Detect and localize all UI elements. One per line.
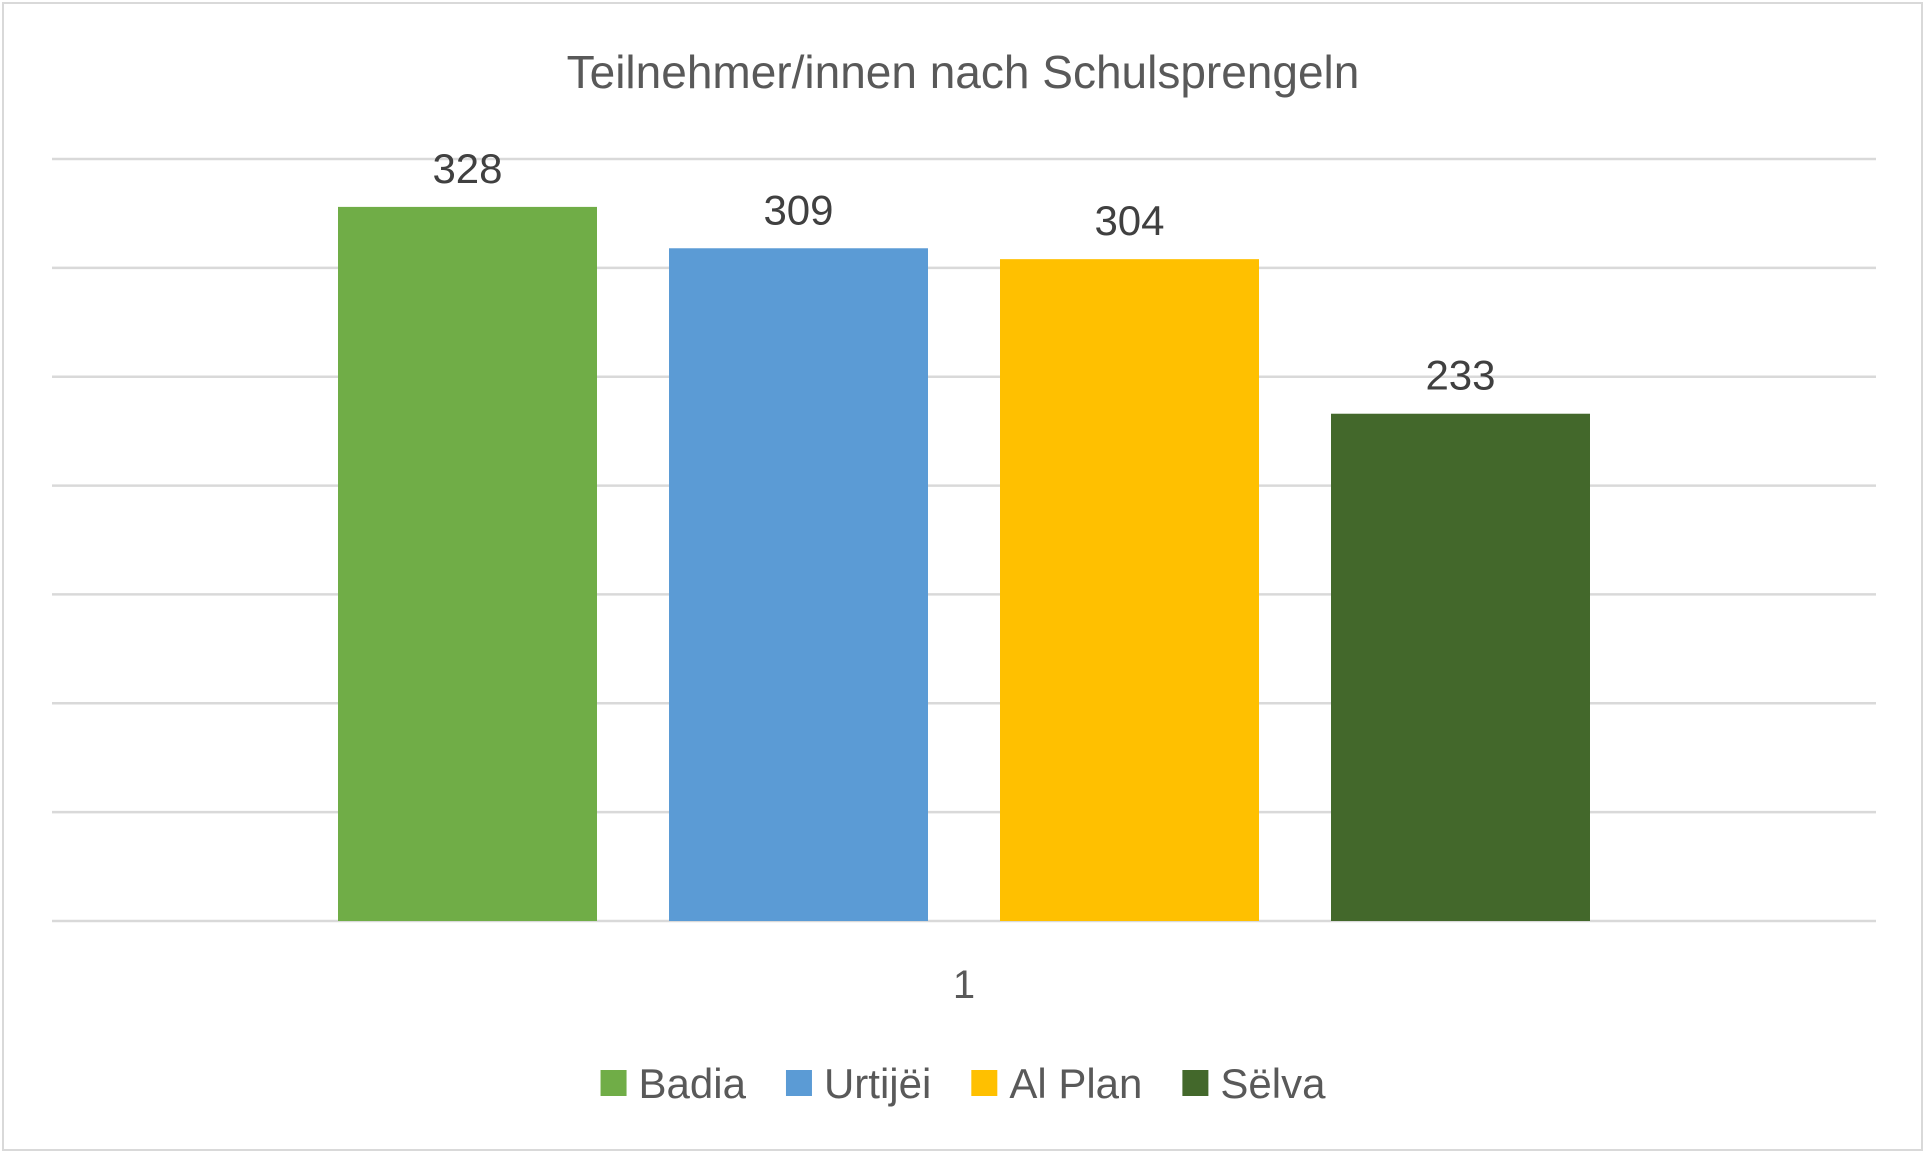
bar bbox=[338, 206, 597, 921]
legend-swatch bbox=[785, 1070, 812, 1096]
legend-swatch bbox=[971, 1070, 998, 1096]
x-axis-ticks: 1 bbox=[953, 963, 975, 1007]
bar bbox=[1331, 413, 1590, 921]
legend-label: Al Plan bbox=[1009, 1060, 1142, 1107]
legend-swatch bbox=[1182, 1070, 1209, 1096]
legend-swatch bbox=[600, 1070, 627, 1096]
chart-title: Teilnehmer/innen nach Schulsprengeln bbox=[567, 46, 1360, 98]
legend-label: Badia bbox=[639, 1060, 747, 1107]
data-label: 304 bbox=[1094, 197, 1164, 244]
data-label: 328 bbox=[432, 145, 502, 192]
bar bbox=[669, 248, 928, 921]
bar bbox=[1000, 259, 1259, 921]
x-tick-label: 1 bbox=[953, 963, 975, 1007]
data-label: 309 bbox=[763, 186, 833, 233]
gridlines bbox=[52, 157, 1876, 923]
legend-label: Urtijëi bbox=[824, 1060, 931, 1107]
legend: Badia Urtijëi Al Plan Sëlva bbox=[600, 1060, 1326, 1107]
data-labels: 328 309 304 233 bbox=[432, 145, 1495, 399]
legend-label: Sëlva bbox=[1220, 1060, 1326, 1107]
data-label: 233 bbox=[1425, 352, 1495, 399]
bars bbox=[338, 206, 1590, 921]
